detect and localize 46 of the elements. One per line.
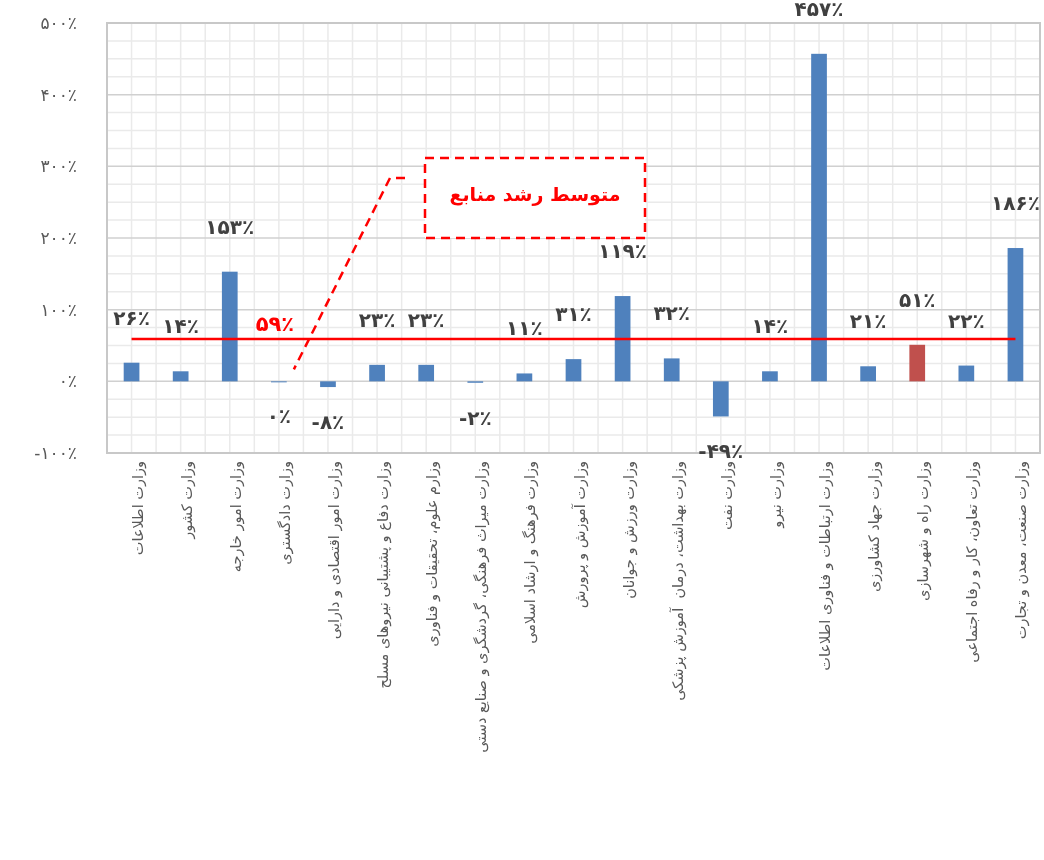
ref-label: ۵۹٪ bbox=[255, 312, 295, 337]
data-label: ۱۱۹٪ bbox=[598, 239, 647, 264]
data-label: -۸٪ bbox=[311, 410, 345, 435]
annotation: متوسط رشد منابع bbox=[449, 183, 621, 205]
data-label: ۰٪ bbox=[266, 404, 292, 429]
data-label: ۱۴٪ bbox=[162, 314, 199, 339]
data-label: ۱۵۳٪ bbox=[205, 214, 255, 239]
xtick: وزارم علوم، تحقیقات و فناوری bbox=[424, 461, 441, 647]
ytick: -۱۰۰٪ bbox=[34, 443, 77, 463]
data-label: ۵۱٪ bbox=[898, 287, 936, 312]
xtick: وزارت دفاع و پشتیبانی نیروهای مسلح bbox=[375, 461, 392, 689]
xtick: وزارت جهاد کشاورزی bbox=[866, 461, 883, 593]
xtick: وزارت صنعت، معدن و تجارت bbox=[1013, 461, 1030, 640]
ytick: ۳۰۰٪ bbox=[40, 156, 77, 177]
xtick: وزارت ارتباطات و فناوری اطلاعات bbox=[817, 461, 834, 671]
ytick: ۲۰۰٪ bbox=[40, 228, 77, 248]
xtick: وزارت بهداشت، درمان آموزش پزشکی bbox=[669, 461, 686, 701]
data-label: -۲٪ bbox=[458, 405, 492, 430]
data-label: ۲۱٪ bbox=[849, 309, 887, 334]
data-label: ۲۲٪ bbox=[948, 308, 985, 333]
xtick: وزارت کشور bbox=[178, 461, 195, 539]
xtick: وزارت راه و شهرسازی bbox=[915, 461, 932, 601]
data-label: ۲۳٪ bbox=[407, 307, 445, 332]
xtick: وزارت نفت bbox=[718, 461, 735, 530]
xtick: وزارت آموزش و پرورش bbox=[571, 461, 588, 609]
xtick: وزارت نیرو bbox=[767, 461, 784, 528]
xtick: وزارت اطلاعات bbox=[129, 461, 146, 556]
xtick: وزارت فرهنگ و ارشاد اسلامی bbox=[522, 461, 539, 644]
data-label: ۴۵۷٪ bbox=[794, 0, 844, 21]
xtick: وزارت ورزش و جوانان bbox=[620, 461, 637, 599]
ytick: ۴۰۰٪ bbox=[40, 84, 77, 105]
data-label: ۲۶٪ bbox=[113, 305, 150, 330]
xtick: وزارت تعاون، کار و رفاه اجتماعی bbox=[964, 461, 981, 663]
data-label: ۱۸۶٪ bbox=[991, 191, 1040, 216]
ytick: ۱۰۰٪ bbox=[40, 299, 77, 320]
xtick: وزارت امور اقتصادی و دارایی bbox=[325, 461, 342, 640]
xtick: وزارت امور خارجه bbox=[227, 461, 244, 573]
xtick: وزارت میراث فرهنگی، گردشگری و صنایع دستی bbox=[473, 461, 490, 753]
ytick: ۵۰۰٪ bbox=[40, 13, 77, 33]
xtick: وزارت دادگستری bbox=[276, 461, 293, 565]
data-label: ۲۳٪ bbox=[358, 307, 396, 332]
ytick: ۰٪ bbox=[58, 371, 77, 392]
data-label: ۳۱٪ bbox=[555, 302, 592, 327]
data-label: ۱۱٪ bbox=[506, 316, 543, 341]
data-label: ۳۲٪ bbox=[653, 301, 690, 326]
data-label: ۱۴٪ bbox=[751, 314, 789, 339]
